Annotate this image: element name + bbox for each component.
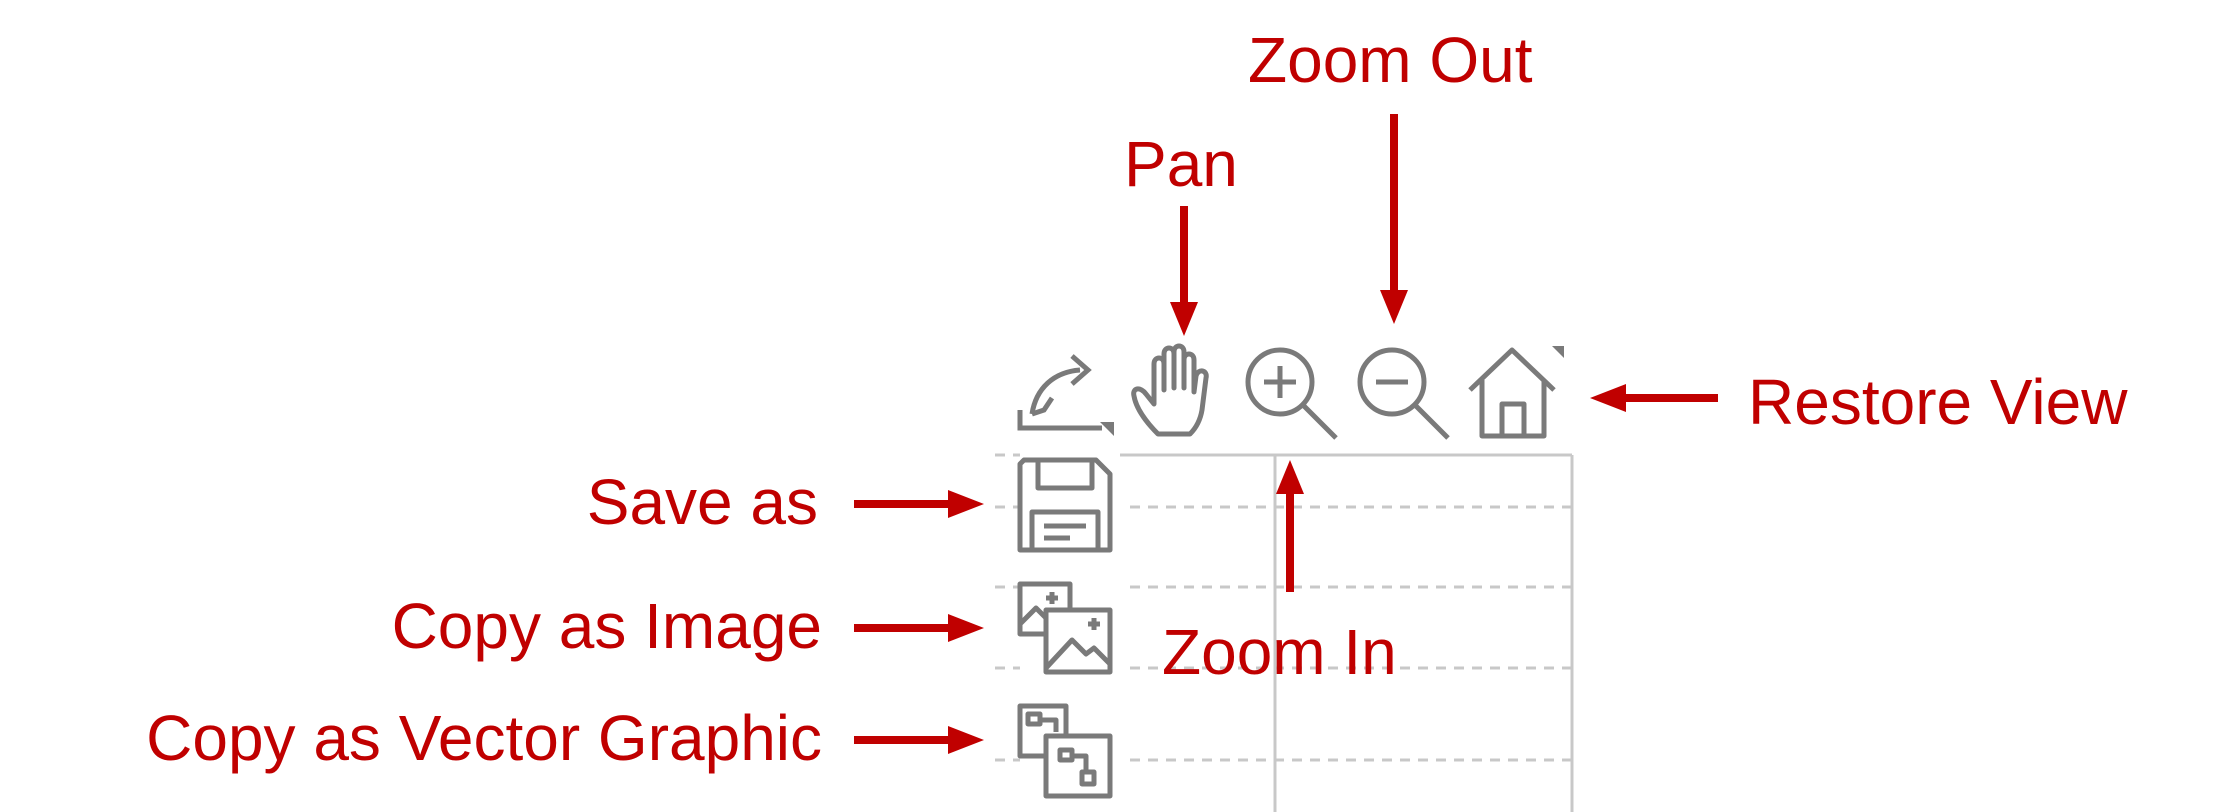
zoom-in-icon[interactable]	[1240, 342, 1340, 442]
callout-save-as: Save as	[586, 466, 818, 538]
copy-image-icon[interactable]	[1016, 580, 1116, 676]
callout-zoom-in: Zoom In	[1162, 616, 1397, 688]
home-icon[interactable]	[1466, 342, 1566, 442]
callout-pan: Pan	[1124, 128, 1238, 200]
export-icon[interactable]	[1010, 348, 1116, 436]
callout-copy-as-vector: Copy as Vector Graphic	[146, 702, 822, 774]
save-disk-icon[interactable]	[1016, 456, 1114, 554]
copy-vector-icon[interactable]	[1016, 702, 1116, 800]
zoom-out-icon[interactable]	[1352, 342, 1452, 442]
callout-restore-view: Restore View	[1748, 366, 2128, 438]
pan-hand-icon[interactable]	[1128, 342, 1228, 442]
callout-copy-as-image: Copy as Image	[391, 590, 822, 662]
callout-zoom-out: Zoom Out	[1248, 24, 1533, 96]
